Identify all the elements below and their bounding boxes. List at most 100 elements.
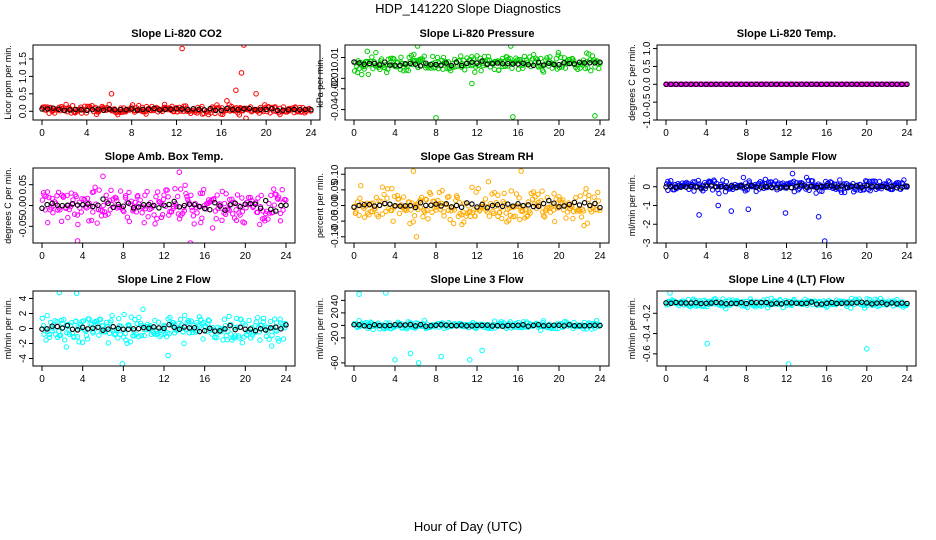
mean-point <box>571 61 578 67</box>
mean-point <box>683 184 689 190</box>
mean-point <box>407 60 414 67</box>
mean-point <box>668 183 674 190</box>
outlier-point <box>364 48 371 55</box>
sample-point <box>427 191 434 197</box>
sample-point <box>260 315 267 321</box>
mean-point <box>67 107 73 113</box>
outlier-point <box>414 45 421 49</box>
sample-point <box>269 332 275 338</box>
sample-point <box>482 196 489 202</box>
mean-point <box>743 300 750 307</box>
mean-point <box>44 106 51 112</box>
mean-point <box>376 322 383 329</box>
x-tick-label: 20 <box>553 251 565 262</box>
mean-point <box>571 323 578 329</box>
sample-point <box>265 216 271 222</box>
mean-point <box>135 204 142 210</box>
mean-point <box>864 300 870 306</box>
mean-point <box>156 325 162 331</box>
x-tick-label: 0 <box>39 251 45 262</box>
sample-point <box>126 323 133 329</box>
sample-point <box>507 55 513 62</box>
x-tick-label: 4 <box>703 128 709 139</box>
mean-point <box>479 201 485 208</box>
y-axis-label: kPa per min. <box>315 57 325 108</box>
sample-point <box>194 210 200 216</box>
mean-point <box>130 326 137 332</box>
sample-point <box>854 187 860 193</box>
mean-point <box>576 322 583 329</box>
sample-point <box>432 64 439 70</box>
mean-point <box>252 327 259 334</box>
mean-point <box>904 300 910 307</box>
outlier-point <box>518 168 524 174</box>
sample-point <box>283 197 289 203</box>
sample-point <box>578 214 585 220</box>
sample-point <box>577 193 583 199</box>
mean-point <box>433 61 439 68</box>
figure-title: HDP_141220 Slope Diagnostics <box>375 1 561 16</box>
sample-point <box>79 339 86 345</box>
sample-point <box>74 212 81 218</box>
sample-point <box>75 221 81 228</box>
mean-point <box>59 202 66 209</box>
y-tick-label: -3 <box>642 238 653 247</box>
sample-point <box>381 65 388 71</box>
sample-point <box>507 319 513 325</box>
mean-point <box>581 323 588 329</box>
sample-point <box>469 184 475 191</box>
sample-point <box>508 188 514 194</box>
sample-point <box>200 336 206 342</box>
mean-point <box>864 183 870 189</box>
sample-point <box>447 216 453 223</box>
sample-point <box>266 336 272 342</box>
sample-point <box>161 323 167 330</box>
mean-point <box>173 106 180 112</box>
mean-point <box>247 200 254 207</box>
mean-point <box>587 202 593 209</box>
sample-point <box>183 190 189 197</box>
outlier-point <box>469 80 475 87</box>
sample-point <box>517 216 523 223</box>
sample-point <box>41 331 47 337</box>
sample-point <box>439 187 445 194</box>
mean-point <box>85 326 91 332</box>
mean-point <box>884 184 890 191</box>
sample-point <box>141 220 147 226</box>
mean-point <box>376 62 383 68</box>
outlier-point <box>745 206 752 213</box>
mean-point <box>673 299 679 306</box>
mean-point <box>246 105 253 112</box>
x-tick-label: 8 <box>129 128 135 139</box>
mean-point <box>828 81 835 88</box>
mean-point <box>469 323 475 329</box>
sample-point <box>224 337 230 343</box>
mean-point <box>443 201 450 207</box>
sample-point <box>275 338 282 344</box>
mean-point <box>100 107 107 114</box>
x-tick-label: 16 <box>216 128 228 139</box>
mean-point <box>849 183 855 189</box>
mean-point <box>428 202 434 208</box>
sample-point <box>158 214 165 221</box>
mean-point <box>190 106 197 112</box>
sample-point <box>61 337 68 343</box>
sample-point <box>369 54 375 60</box>
x-tick-label: 8 <box>433 374 439 385</box>
mean-point <box>74 202 81 208</box>
mean-point <box>778 184 785 190</box>
sample-point <box>425 216 431 222</box>
mean-point <box>186 201 193 207</box>
outlier-point <box>789 170 796 177</box>
sample-point <box>61 316 67 323</box>
sample-point <box>430 53 436 60</box>
sample-point <box>491 210 497 217</box>
sample-point <box>123 337 129 343</box>
mean-point <box>171 324 177 331</box>
sample-point <box>552 218 558 225</box>
mean-point <box>874 300 880 306</box>
mean-point <box>688 300 694 306</box>
sample-point <box>121 311 127 318</box>
mean-point <box>438 203 444 209</box>
sample-point <box>434 54 441 61</box>
